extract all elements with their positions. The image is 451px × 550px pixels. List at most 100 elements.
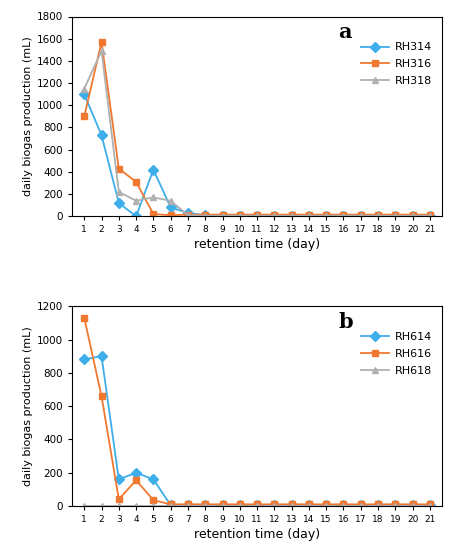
RH618	[427, 503, 433, 509]
RH618	[323, 503, 329, 509]
RH614	[185, 502, 191, 508]
Legend: RH314, RH316, RH318: RH314, RH316, RH318	[357, 38, 437, 90]
RH616	[306, 501, 312, 508]
RH618	[393, 503, 398, 509]
RH614	[323, 502, 329, 508]
RH616	[185, 501, 191, 508]
RH314	[289, 212, 295, 219]
RH318	[358, 212, 364, 219]
RH314	[116, 200, 121, 206]
RH614	[427, 502, 433, 508]
RH614	[289, 502, 295, 508]
RH618	[358, 503, 364, 509]
RH618	[254, 503, 260, 509]
RH318	[82, 85, 87, 92]
RH618	[237, 503, 243, 509]
RH316	[220, 211, 225, 218]
RH316	[410, 211, 415, 218]
RH314	[375, 212, 381, 219]
RH614	[168, 502, 173, 508]
RH314	[237, 212, 243, 219]
RH318	[254, 212, 260, 219]
RH614	[82, 356, 87, 363]
RH314	[82, 91, 87, 97]
X-axis label: retention time (day): retention time (day)	[194, 239, 320, 251]
RH314	[185, 210, 191, 216]
RH318	[185, 212, 191, 218]
RH318	[341, 212, 346, 219]
RH314	[99, 132, 104, 139]
RH616	[410, 501, 415, 508]
RH618	[82, 503, 87, 509]
Y-axis label: daily biogas production (mL): daily biogas production (mL)	[23, 326, 33, 486]
RH316	[185, 211, 191, 218]
RH616	[133, 477, 139, 483]
RH614	[272, 502, 277, 508]
RH314	[323, 212, 329, 219]
RH318	[410, 212, 415, 219]
Text: b: b	[338, 312, 353, 332]
RH318	[323, 212, 329, 219]
RH616	[427, 501, 433, 508]
RH614	[151, 476, 156, 483]
RH316	[99, 39, 104, 45]
RH618	[272, 503, 277, 509]
RH318	[237, 212, 243, 219]
RH314	[220, 212, 225, 219]
Line: RH616: RH616	[81, 315, 433, 508]
RH314	[151, 167, 156, 173]
RH314	[202, 212, 208, 218]
RH618	[375, 503, 381, 509]
RH316	[254, 211, 260, 218]
RH616	[341, 501, 346, 508]
RH616	[289, 501, 295, 508]
RH314	[272, 212, 277, 219]
RH318	[133, 197, 139, 204]
RH616	[116, 496, 121, 503]
RH614	[375, 502, 381, 508]
RH316	[427, 211, 433, 218]
RH314	[133, 213, 139, 219]
Line: RH318: RH318	[81, 47, 433, 219]
RH318	[168, 197, 173, 204]
RH618	[220, 503, 225, 509]
RH618	[289, 503, 295, 509]
RH316	[168, 212, 173, 218]
RH316	[323, 211, 329, 218]
RH616	[272, 501, 277, 508]
RH618	[99, 503, 104, 509]
Legend: RH614, RH616, RH618: RH614, RH616, RH618	[357, 328, 437, 380]
RH318	[393, 212, 398, 219]
RH318	[151, 194, 156, 201]
RH318	[306, 212, 312, 219]
RH316	[393, 211, 398, 218]
RH616	[358, 501, 364, 508]
RH618	[202, 503, 208, 509]
RH314	[358, 212, 364, 219]
RH316	[306, 211, 312, 218]
RH614	[116, 476, 121, 483]
Line: RH316: RH316	[81, 39, 433, 219]
RH618	[151, 503, 156, 509]
RH316	[272, 211, 277, 218]
RH314	[427, 212, 433, 219]
RH314	[410, 212, 415, 219]
Line: RH618: RH618	[81, 503, 433, 509]
RH316	[289, 211, 295, 218]
RH614	[99, 353, 104, 360]
RH314	[254, 212, 260, 219]
RH318	[289, 212, 295, 219]
RH616	[99, 393, 104, 399]
RH616	[323, 501, 329, 508]
RH314	[341, 212, 346, 219]
RH616	[168, 501, 173, 508]
RH616	[393, 501, 398, 508]
RH316	[237, 211, 243, 218]
RH618	[306, 503, 312, 509]
RH616	[237, 501, 243, 508]
RH316	[358, 211, 364, 218]
RH314	[168, 204, 173, 211]
RH614	[254, 502, 260, 508]
RH318	[220, 212, 225, 219]
RH614	[393, 502, 398, 508]
